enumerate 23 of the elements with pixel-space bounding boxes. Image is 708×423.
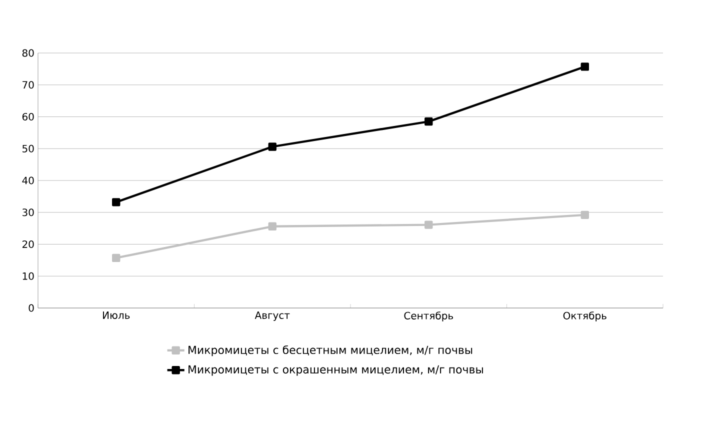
y-tick-label: 80 bbox=[22, 49, 34, 57]
point bbox=[268, 142, 276, 151]
point bbox=[424, 220, 433, 229]
x-tick-label: Октябрь bbox=[563, 312, 606, 322]
point bbox=[112, 254, 120, 262]
y-tick-label: 0 bbox=[28, 304, 34, 312]
point bbox=[424, 117, 433, 126]
x-tick-label: Июль bbox=[103, 312, 130, 319]
point bbox=[580, 62, 589, 71]
y-tick-label: 50 bbox=[22, 144, 34, 152]
y-tick-label: 10 bbox=[22, 272, 34, 280]
legend-label: Микромицеты с бесцетным мицелием, м/г почвы bbox=[188, 345, 472, 356]
x-tick-label: Август bbox=[254, 312, 290, 321]
x-tick-label: Сентябрь bbox=[404, 312, 454, 322]
point bbox=[112, 198, 120, 206]
y-tick-label: 70 bbox=[22, 81, 34, 89]
point bbox=[268, 222, 276, 230]
point bbox=[580, 210, 589, 220]
legend-label: Микромицеты с окрашенным мицелием, м/г почвы bbox=[188, 365, 483, 376]
y-tick-label: 40 bbox=[22, 176, 34, 184]
y-tick-label: 30 bbox=[22, 208, 34, 216]
y-tick-label: 60 bbox=[22, 112, 34, 121]
y-tick-label: 20 bbox=[22, 240, 34, 248]
